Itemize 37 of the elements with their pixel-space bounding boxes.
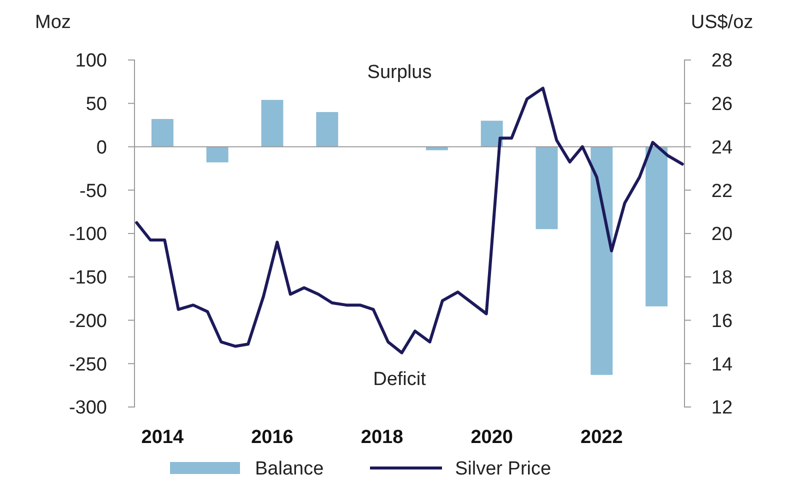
y2-axis-title: US$/oz [690, 12, 754, 33]
annotation: Surplus [367, 62, 432, 83]
y2-tick-label: 18 [711, 268, 733, 289]
bar [316, 112, 338, 147]
y-tick-label: -200 [68, 310, 107, 332]
bar [590, 146, 613, 375]
y2-tick-label: 20 [711, 224, 733, 246]
legend-label: Balance [255, 458, 324, 480]
bar [480, 120, 503, 147]
y2-tick-label: 26 [711, 94, 733, 116]
bar [646, 146, 668, 306]
y2-tick-label: 14 [711, 354, 733, 376]
y2-tick-label: 12 [711, 398, 733, 419]
x-tick-label: 2014 [141, 427, 184, 448]
y-axis-title: Moz [35, 12, 71, 33]
x-tick-label: 2016 [251, 427, 294, 448]
y2-tick-label: 28 [711, 50, 733, 72]
annotation: Deficit [373, 369, 427, 390]
y2-tick-label: 22 [711, 180, 733, 202]
y2-tick-label: 16 [711, 310, 733, 332]
legend-label: Silver Price [455, 458, 552, 480]
y-tick-label: 0 [96, 137, 107, 158]
bar [261, 100, 284, 147]
x-tick-label: 2018 [360, 427, 404, 448]
x-tick-label: 2022 [580, 427, 623, 448]
y-tick-label: 50 [86, 94, 107, 116]
y-tick-label: -300 [68, 398, 107, 419]
y-tick-label: -250 [68, 354, 107, 376]
y-tick-label: -50 [80, 180, 107, 202]
y-tick-label: -100 [68, 224, 107, 246]
bar [151, 118, 174, 147]
bar [206, 146, 228, 162]
x-tick-label: 2020 [470, 427, 513, 448]
y2-tick-label: 24 [711, 137, 733, 158]
y-tick-label: -150 [68, 268, 107, 289]
bar [536, 146, 558, 230]
y-tick-label: 100 [75, 50, 107, 72]
